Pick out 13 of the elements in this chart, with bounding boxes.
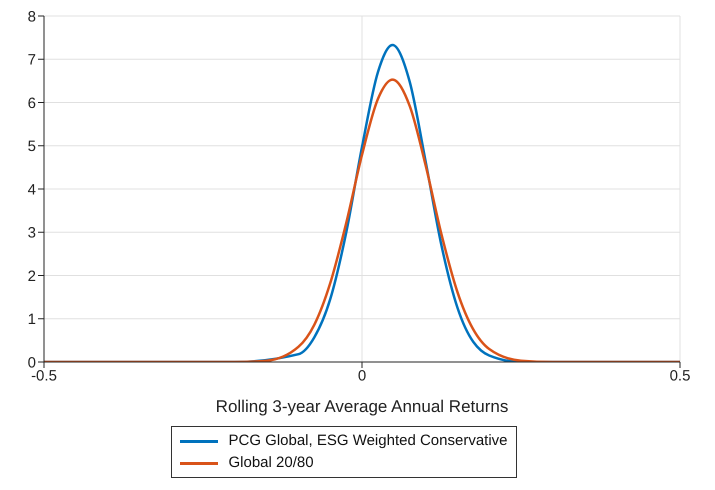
y-tick-label: 3 [28,224,36,242]
x-tick-label: 0.5 [670,368,690,385]
y-tick-label: 8 [28,8,36,26]
legend-label: PCG Global, ESG Weighted Conservative [227,431,508,451]
y-tick-label: 4 [28,181,36,198]
y-tick-label: 6 [28,94,36,112]
y-tick-label: 2 [28,268,36,285]
y-tick-label: 5 [28,138,36,156]
x-tick-label: 0 [358,368,366,385]
legend-label: Global 20/80 [227,453,315,473]
y-tick-label: 7 [28,52,36,69]
x-axis-title: Rolling 3-year Average Annual Returns [216,397,508,416]
y-tick-label: 1 [28,311,36,328]
